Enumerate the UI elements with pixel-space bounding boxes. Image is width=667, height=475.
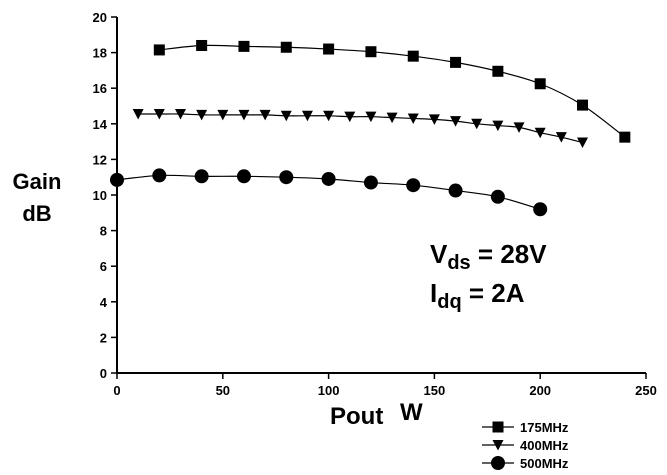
data-point-0-0 [153,44,165,56]
data-point-1-12 [386,112,398,124]
data-point-0-5 [365,46,377,58]
data-point-1-10 [344,111,356,123]
x-axis-label-unit: W [400,399,423,426]
y-axis-label-line1: Gain [13,169,62,194]
x-tick-label: 150 [424,383,446,398]
data-point-2-3 [236,169,251,184]
legend: 175MHz 400MHz 500MHz [482,420,569,471]
data-point-2-9 [490,189,505,204]
data-point-0-10 [577,99,589,111]
legend-marker-2 [491,456,505,470]
data-point-0-2 [238,40,250,52]
data-point-2-8 [448,183,463,198]
x-axis-label: Pout W [330,399,423,430]
data-point-1-11 [365,111,377,123]
data-point-2-7 [406,178,421,193]
legend-label-0: 175MHz [520,420,569,435]
data-point-1-18 [513,122,525,133]
y-tick-label: 10 [93,188,107,203]
series-line-0 [159,44,626,138]
data-point-2-4 [279,170,294,185]
series-line-1 [138,113,583,144]
y-axis-label-line2: dB [22,201,51,226]
data-point-1-16 [471,118,483,130]
legend-marker-0 [492,421,504,433]
data-point-1-1 [153,109,165,120]
data-point-1-7 [280,110,292,122]
data-point-2-1 [152,168,167,183]
y-tick-label: 6 [100,259,107,274]
y-tick-label: 8 [100,224,107,239]
annotation-idq: Idq = 2A [430,278,525,313]
data-point-1-19 [534,127,546,139]
y-tick-label: 18 [93,46,107,61]
data-point-1-17 [492,120,504,132]
data-point-1-4 [217,109,229,121]
data-point-0-4 [323,43,335,55]
legend-label-2: 500MHz [520,456,569,471]
y-tick-label: 0 [100,366,107,381]
data-point-1-20 [555,132,567,143]
x-tick-label: 0 [113,383,120,398]
data-point-2-5 [321,171,336,186]
x-tick-label: 250 [635,383,657,398]
data-point-1-3 [196,109,208,121]
x-tick-label: 100 [318,383,340,398]
data-point-0-1 [196,39,208,51]
data-point-2-2 [194,169,209,184]
data-point-1-0 [132,109,144,120]
data-point-1-15 [450,116,462,127]
data-point-1-14 [428,114,440,125]
x-tick-label: 200 [529,383,551,398]
data-point-1-2 [174,109,186,120]
data-point-1-13 [407,113,419,124]
y-tick-label: 2 [100,330,107,345]
data-point-0-7 [450,56,462,68]
series-markers [110,39,631,217]
data-point-2-10 [533,202,548,217]
data-point-1-5 [238,109,250,121]
x-axis-label-quantity: Pout [330,403,383,430]
data-point-1-6 [259,109,271,121]
legend-marker-1 [492,440,504,451]
y-tick-label: 14 [93,117,108,132]
data-point-2-6 [363,175,378,190]
annotation-vds: Vds = 28V [430,239,547,274]
data-point-0-3 [280,41,292,53]
legend-label-1: 400MHz [520,438,569,453]
y-tick-label: 20 [93,10,107,25]
y-tick-label: 12 [93,152,107,167]
data-point-1-9 [323,110,335,122]
data-point-0-6 [407,50,419,62]
data-point-0-8 [492,65,504,77]
data-point-1-21 [577,137,589,148]
data-point-0-11 [619,131,631,143]
data-point-0-9 [534,78,546,90]
x-tick-label: 50 [216,383,230,398]
data-point-1-8 [301,110,313,122]
y-tick-label: 16 [93,81,107,96]
y-tick-label: 4 [100,295,108,310]
